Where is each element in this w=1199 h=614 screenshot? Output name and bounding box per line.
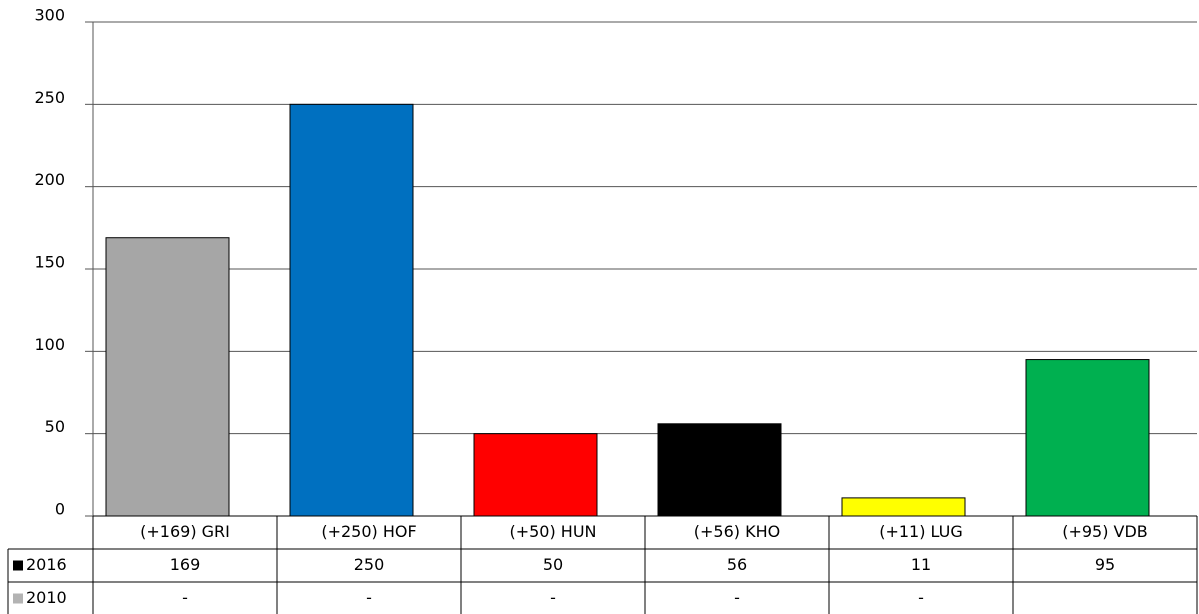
x-tick-label: (+50) HUN — [509, 522, 596, 541]
x-tick-label: (+95) VDB — [1062, 522, 1148, 541]
table-value: - — [550, 588, 556, 607]
table-value: - — [366, 588, 372, 607]
y-tick-label: 200 — [34, 170, 65, 189]
bar — [289, 103, 414, 517]
x-tick-label: (+11) LUG — [879, 522, 963, 541]
table-value: - — [734, 588, 740, 607]
x-tick-label: (+250) HOF — [321, 522, 416, 541]
table-value: 50 — [543, 555, 563, 574]
table-value: 56 — [727, 555, 747, 574]
table-value: 250 — [354, 555, 385, 574]
x-tick-label: (+56) KHO — [694, 522, 780, 541]
table-value: 11 — [911, 555, 931, 574]
table-value: 169 — [170, 555, 201, 574]
bar — [105, 237, 230, 517]
y-tick-label: 300 — [34, 6, 65, 25]
legend-label: 2016 — [26, 555, 67, 574]
y-tick-label: 0 — [55, 500, 65, 519]
table-value: 95 — [1095, 555, 1115, 574]
y-tick-label: 50 — [45, 417, 65, 436]
bar — [841, 497, 966, 517]
bar — [473, 433, 598, 517]
table-value: - — [182, 588, 188, 607]
y-tick-label: 250 — [34, 88, 65, 107]
legend-swatch — [13, 593, 23, 604]
bar — [1025, 359, 1150, 517]
legend-label: 2010 — [26, 588, 67, 607]
legend-swatch — [13, 560, 23, 571]
y-tick-label: 150 — [34, 253, 65, 272]
bar — [657, 423, 782, 517]
y-tick-label: 100 — [34, 335, 65, 354]
table-value: - — [918, 588, 924, 607]
x-tick-label: (+169) GRI — [140, 522, 230, 541]
